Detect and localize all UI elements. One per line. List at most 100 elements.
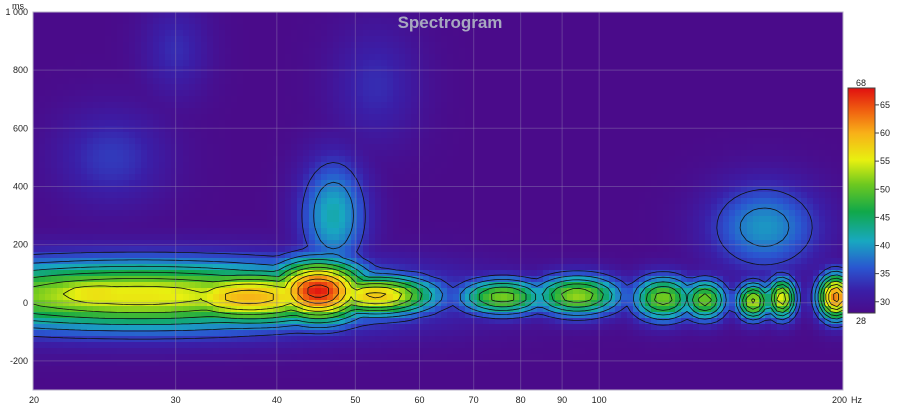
heatmap-cell — [813, 36, 820, 43]
heatmap-cell — [477, 174, 484, 181]
heatmap-cell — [741, 120, 748, 127]
heatmap-cell — [615, 90, 622, 97]
heatmap-cell — [75, 198, 82, 205]
heatmap-cell — [645, 210, 652, 217]
heatmap-cell — [51, 96, 58, 103]
heatmap-cell — [669, 90, 676, 97]
heatmap-cell — [129, 144, 136, 151]
heatmap-cell — [597, 60, 604, 67]
heatmap-cell — [615, 12, 622, 19]
heatmap-cell — [819, 12, 826, 19]
heatmap-cell — [537, 120, 544, 127]
heatmap-cell — [111, 96, 118, 103]
heatmap-cell — [819, 90, 826, 97]
heatmap-cell — [129, 198, 136, 205]
heatmap-cell — [351, 186, 358, 193]
heatmap-cell — [789, 24, 796, 31]
heatmap-cell — [735, 204, 742, 211]
heatmap-cell — [501, 174, 508, 181]
heatmap-cell — [93, 168, 100, 175]
heatmap-cell — [249, 30, 256, 37]
heatmap-cell — [183, 216, 190, 223]
heatmap-cell — [261, 48, 268, 55]
heatmap-cell — [51, 198, 58, 205]
heatmap-cell — [441, 42, 448, 49]
heatmap-cell — [399, 210, 406, 217]
heatmap-cell — [69, 18, 76, 25]
heatmap-cell — [255, 48, 262, 55]
heatmap-cell — [405, 216, 412, 223]
heatmap-cell — [507, 204, 514, 211]
heatmap-cell — [129, 72, 136, 79]
heatmap-cell — [513, 138, 520, 145]
heatmap-cell — [579, 132, 586, 139]
heatmap-cell — [267, 138, 274, 145]
heatmap-cell — [711, 132, 718, 139]
heatmap-cell — [201, 174, 208, 181]
heatmap-cell — [129, 36, 136, 43]
heatmap-cell — [537, 204, 544, 211]
heatmap-cell — [495, 90, 502, 97]
heatmap-cell — [381, 228, 388, 235]
heatmap-cell — [489, 42, 496, 49]
heatmap-cell — [225, 228, 232, 235]
heatmap-cell — [399, 186, 406, 193]
heatmap-cell — [309, 228, 316, 235]
heatmap-cell — [711, 96, 718, 103]
heatmap-cell — [189, 24, 196, 31]
heatmap-cell — [141, 90, 148, 97]
heatmap-cell — [585, 108, 592, 115]
heatmap-cell — [81, 162, 88, 169]
heatmap-cell — [387, 132, 394, 139]
heatmap-cell — [621, 42, 628, 49]
heatmap-cell — [315, 114, 322, 121]
heatmap-cell — [549, 18, 556, 25]
heatmap-cell — [417, 66, 424, 73]
heatmap-cell — [573, 138, 580, 145]
heatmap-cell — [531, 144, 538, 151]
heatmap-cell — [117, 126, 124, 133]
heatmap-cell — [645, 54, 652, 61]
heatmap-cell — [225, 54, 232, 61]
heatmap-cell — [279, 48, 286, 55]
heatmap-cell — [801, 108, 808, 115]
heatmap-cell — [39, 174, 46, 181]
heatmap-cell — [351, 162, 358, 169]
heatmap-cell — [711, 150, 718, 157]
heatmap-cell — [81, 30, 88, 37]
heatmap-cell — [339, 66, 346, 73]
heatmap-cell — [453, 114, 460, 121]
heatmap-cell — [357, 18, 364, 25]
heatmap-cell — [285, 174, 292, 181]
heatmap-cell — [99, 174, 106, 181]
heatmap-cell — [669, 24, 676, 31]
heatmap-cell — [87, 210, 94, 217]
heatmap-cell — [399, 96, 406, 103]
heatmap-cell — [441, 210, 448, 217]
heatmap-cell — [189, 36, 196, 43]
heatmap-cell — [543, 24, 550, 31]
heatmap-cell — [471, 168, 478, 175]
heatmap-cell — [741, 174, 748, 181]
heatmap-cell — [705, 60, 712, 67]
heatmap-cell — [447, 72, 454, 79]
heatmap-cell — [429, 198, 436, 205]
heatmap-cell — [597, 138, 604, 145]
heatmap-cell — [195, 144, 202, 151]
heatmap-cell — [711, 192, 718, 199]
heatmap-cell — [255, 18, 262, 25]
heatmap-cell — [141, 186, 148, 193]
heatmap-cell — [213, 48, 220, 55]
heatmap-cell — [645, 96, 652, 103]
heatmap-cell — [159, 210, 166, 217]
heatmap-cell — [453, 174, 460, 181]
heatmap-cell — [651, 228, 658, 235]
heatmap-cell — [567, 204, 574, 211]
heatmap-cell — [33, 60, 40, 67]
heatmap-cell — [639, 198, 646, 205]
heatmap-cell — [249, 198, 256, 205]
heatmap-cell — [675, 84, 682, 91]
heatmap-cell — [501, 126, 508, 133]
heatmap-cell — [297, 72, 304, 79]
heatmap-cell — [633, 60, 640, 67]
